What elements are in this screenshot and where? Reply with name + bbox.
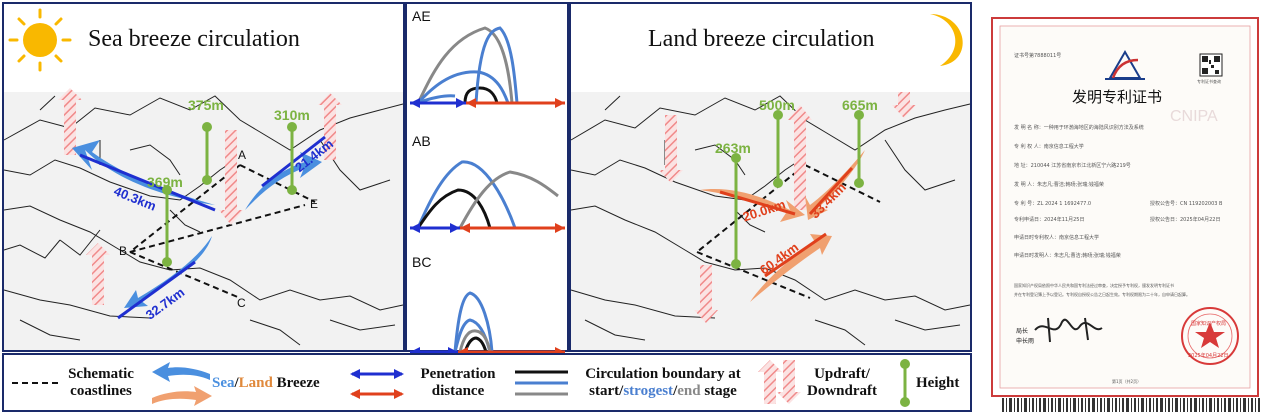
certificate-watermark: CNIPA	[1170, 108, 1218, 125]
legend-breeze-land: Land	[238, 375, 273, 391]
land-breeze-arrow-3	[750, 234, 832, 302]
subplot-bc-label: BC	[412, 254, 432, 270]
legend-penetration-swatch	[350, 369, 404, 399]
sea-panel-title: Sea breeze circulation	[88, 26, 300, 52]
subplot-ae	[416, 26, 519, 105]
land-height-label-2: 665m	[842, 97, 878, 113]
certificate-address-row: 地 址：210044 江苏省南京市江北新区宁六路219号	[1014, 163, 1131, 169]
certificate-title: 发明专利证书	[1072, 88, 1163, 106]
legend-updraft-label: Updraft/ Downdraft	[802, 366, 882, 400]
certificate-seal	[1181, 307, 1239, 365]
legend	[2, 353, 972, 412]
legend-penetration-line2: distance	[431, 383, 485, 399]
certificate-signature	[1034, 317, 1103, 343]
patent-certificate	[991, 17, 1260, 412]
certificate-grant-date: 授权公告日：2025年04月22日	[1150, 217, 1221, 223]
legend-penetration-label: Penetration distance	[410, 366, 506, 400]
sun-icon	[8, 8, 72, 72]
certificate-seal-text: 国家知识产权局	[1191, 321, 1227, 327]
sea-map-coastlines	[3, 95, 404, 346]
land-downdraft-arrow-3	[694, 265, 718, 323]
certificate-barcode	[1002, 398, 1260, 412]
legend-sea-breeze-swatch	[152, 362, 210, 382]
certificate-note2: 并在专利登记簿上予以登记。专利权自授权公告之日起生效。专利权期限为二十年，自申请…	[1014, 292, 1190, 297]
certificate-number: 证书号第7888011号	[1014, 53, 1062, 59]
legend-boundary-label: Circulation boundary at start/strogest/e…	[574, 366, 752, 400]
legend-updraft-line2: Downdraft	[807, 383, 877, 399]
land-map-coastlines	[570, 95, 971, 346]
legend-updraft-swatch	[758, 360, 782, 404]
land-height-label-1: 500m	[759, 97, 795, 113]
subplot-ae-label: AE	[412, 8, 431, 24]
legend-boundary-end: end	[677, 383, 701, 399]
legend-boundary-swatch	[515, 370, 568, 396]
subplot-bc	[453, 291, 494, 353]
certificate-emblem	[1105, 49, 1145, 80]
land-height-label-3: 263m	[715, 140, 751, 156]
sea-updraft-arrow-1	[58, 88, 82, 155]
legend-height-swatch	[900, 359, 910, 407]
legend-land-breeze-swatch	[152, 386, 212, 406]
certificate-seal-date: 2025年04月22日	[1188, 353, 1229, 359]
subplot-ab-label: AB	[412, 133, 431, 149]
land-breeze-panel	[569, 2, 972, 352]
land-panel-title: Land breeze circulation	[648, 26, 875, 52]
certificate-name-row: 发 明 名 称：一种用于环渤海地区的海陆风识别方法及系统	[1014, 125, 1144, 131]
certificate-patent-no: 专 利 号：ZL 2024 1 1692477.0	[1014, 201, 1092, 207]
certificate-inventor-row: 发 明 人：朱志凡;曹洁;韩旸;张瑞;钱福荣	[1014, 182, 1104, 188]
sea-height-label-1: 375m	[188, 97, 224, 113]
sea-breeze-arrow-2	[245, 152, 322, 210]
certificate-note1: 国家知识产权局依照中华人民共和国专利法经过审查，决定授予专利权，颁发发明专利证书	[1014, 283, 1174, 288]
moon-icon	[930, 14, 963, 66]
legend-boundary-strongest: strogest	[623, 383, 674, 399]
certificate-apply-date: 专利申请日：2024年11月25日	[1014, 217, 1085, 223]
legend-downdraft-swatch	[777, 360, 801, 404]
legend-updraft-line1: Updraft/	[814, 366, 870, 382]
legend-boundary-start: start	[589, 383, 620, 399]
point-a-label: A	[238, 148, 247, 162]
land-breeze-arrow-1	[700, 189, 805, 222]
point-c-label: C	[237, 296, 246, 310]
subplot-ab	[416, 160, 559, 229]
point-b-label: B	[119, 244, 128, 258]
legend-breeze-label: Sea/Land Breeze	[212, 375, 320, 392]
legend-boundary-line1: Circulation boundary at	[585, 366, 741, 382]
certificate-owner-row: 专 利 权 人：南京信息工程大学	[1014, 144, 1084, 150]
sea-updraft-arrow-3	[86, 243, 110, 305]
certificate-grant-no: 授权公告号：CN 119202003 B	[1150, 201, 1223, 207]
point-e-label: E	[310, 197, 319, 211]
legend-coastline-line2: coastlines	[70, 383, 132, 399]
land-downdraft-arrow-2	[892, 92, 916, 118]
legend-penetration-line1: Penetration	[420, 366, 496, 382]
legend-boundary-line2: start/strogest/end stage	[589, 383, 737, 399]
certificate-page: 第1页（共2页）	[1112, 379, 1142, 384]
certificate-qr-icon	[1199, 53, 1223, 77]
land-updraft-arrow	[788, 105, 812, 210]
sea-breeze-arrow-1	[72, 140, 215, 205]
legend-boundary-stage: stage	[700, 383, 737, 399]
legend-height-label: Height	[916, 375, 960, 391]
land-downdraft-arrow-1	[659, 115, 683, 183]
sea-height-label-2: 310m	[274, 107, 310, 123]
sea-breeze-arrow-3	[124, 236, 212, 308]
certificate-sign-name: 申长雨	[1016, 338, 1035, 345]
legend-breeze-word: Breeze	[272, 375, 320, 391]
sea-downdraft-arrow	[219, 130, 243, 225]
certificate-inventor2: 申请日时发明人：朱志凡;曹洁;韩旸;张瑞;钱福荣	[1014, 253, 1121, 259]
certificate-holder2: 申请日时专利权人：南京信息工程大学	[1014, 235, 1100, 241]
certificate-qr-note: 专利证书查询	[1197, 79, 1221, 84]
legend-breeze-slash: /	[234, 375, 239, 391]
cross-section-panel	[405, 2, 569, 357]
legend-coastline-line1: Schematic	[68, 366, 134, 382]
legend-breeze-sea: Sea	[212, 375, 235, 391]
certificate-sign-title: 局长	[1016, 328, 1029, 335]
sea-updraft-arrow-2	[318, 93, 342, 160]
sea-breeze-panel	[2, 2, 405, 352]
sea-height-label-3: 369m	[147, 174, 183, 190]
legend-coastline-label: Schematic coastlines	[62, 366, 140, 400]
